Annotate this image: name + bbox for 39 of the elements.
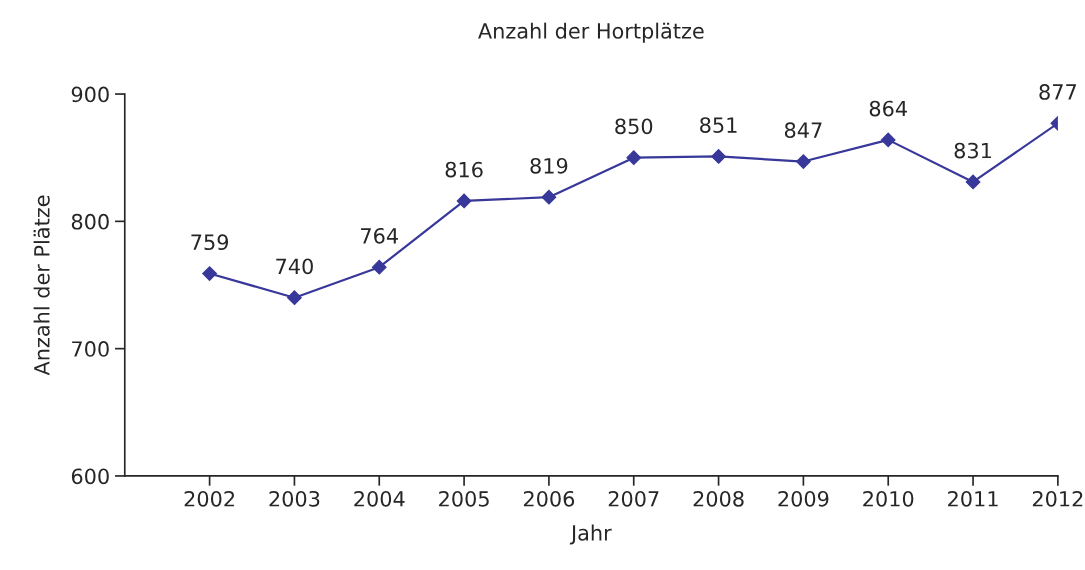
x-tick-label: 2011 [948, 490, 998, 507]
data-label: 851 [700, 117, 737, 133]
x-tick-label: 2002 [184, 490, 235, 507]
data-label: 831 [954, 142, 992, 159]
x-tick-label: 2007 [608, 490, 659, 507]
data-label: 759 [191, 234, 229, 251]
x-tick-label: 2010 [863, 490, 914, 507]
point [541, 189, 557, 205]
data-label: 877 [1039, 84, 1076, 100]
data-label: 740 [276, 258, 313, 275]
y-tick-label: 900 [71, 86, 109, 103]
x-tick-label: 2006 [523, 490, 575, 507]
data-label: 764 [361, 227, 398, 244]
y-tick-label: 800 [71, 213, 109, 230]
x-tick-label: 2004 [354, 490, 405, 507]
x-axis-title: Jahr [569, 524, 612, 545]
y-tick-label: 600 [71, 468, 109, 485]
point [711, 149, 726, 164]
x-tick-label: 2008 [693, 490, 744, 507]
chart-title: Anzahl der Hortplätze [478, 22, 704, 43]
data-label: 819 [530, 157, 568, 174]
point [796, 154, 811, 169]
data-label: 864 [869, 100, 907, 117]
point [287, 290, 302, 306]
y-tick-label: 700 [72, 341, 109, 357]
x-tick-label: 2009 [778, 490, 829, 507]
point [880, 132, 896, 148]
data-label: 847 [784, 122, 822, 139]
point [626, 150, 642, 166]
point [371, 259, 387, 275]
x-tick-label: 2012 [1032, 490, 1083, 507]
x-tick-label: 2005 [439, 490, 489, 507]
point [965, 174, 981, 190]
point [456, 193, 472, 209]
x-tick-label: 2003 [269, 490, 320, 507]
y-axis-title: Anzahl der Plätze [33, 195, 50, 376]
data-label: 850 [615, 118, 653, 135]
point [202, 266, 217, 281]
data-label: 816 [445, 161, 483, 178]
